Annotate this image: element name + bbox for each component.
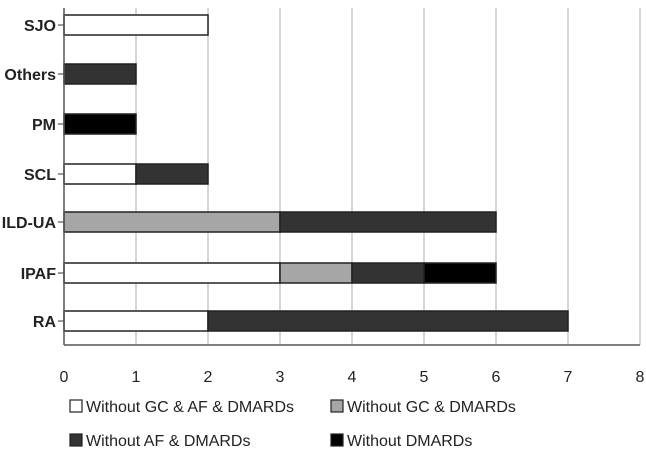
bar-segment [63, 163, 137, 185]
x-tick-label: 0 [60, 369, 69, 386]
x-tick-label: 7 [564, 369, 573, 386]
x-tick-label: 8 [636, 369, 645, 386]
category-label: IPAF [21, 266, 56, 283]
bar-segment [63, 211, 281, 233]
bar-segment [279, 211, 497, 233]
bars [63, 14, 569, 332]
category-label: SCL [24, 167, 56, 184]
legend: Without GC & AF & DMARDs Without GC & DMA… [69, 399, 516, 450]
bar-segment [279, 262, 353, 284]
bar-segment [63, 113, 137, 135]
x-tick-label: 2 [204, 369, 213, 386]
bar-segment [423, 262, 497, 284]
x-axis: 0 1 2 3 4 5 6 7 8 [60, 8, 645, 386]
category-axis: RA IPAF ILD-UA SCL PM Others SJO [2, 18, 64, 331]
bar-segment [63, 310, 209, 332]
legend-swatch [69, 433, 83, 447]
bar-segment [135, 163, 209, 185]
legend-swatch [330, 399, 344, 413]
category-label: RA [33, 314, 57, 331]
category-label: SJO [24, 18, 56, 35]
legend-swatch [330, 433, 344, 447]
bar-segment [63, 262, 281, 284]
bar-segment [207, 310, 569, 332]
legend-entry: Without AF & DMARDs [86, 433, 250, 450]
category-label: PM [32, 117, 56, 134]
legend-swatch [69, 399, 83, 413]
legend-entry: Without GC & DMARDs [347, 399, 516, 416]
x-tick-label: 5 [420, 369, 429, 386]
legend-entry: Without GC & AF & DMARDs [86, 399, 294, 416]
category-label: Others [4, 67, 56, 84]
x-tick-label: 1 [132, 369, 141, 386]
bar-segment [63, 14, 209, 36]
legend-entry: Without DMARDs [347, 433, 472, 450]
bar-segment [351, 262, 425, 284]
bar-segment [63, 63, 137, 85]
gridlines [135, 8, 641, 345]
x-tick-label: 4 [348, 369, 357, 386]
x-tick-label: 6 [492, 369, 501, 386]
x-tick-label: 3 [276, 369, 285, 386]
category-label: ILD-UA [2, 215, 57, 232]
